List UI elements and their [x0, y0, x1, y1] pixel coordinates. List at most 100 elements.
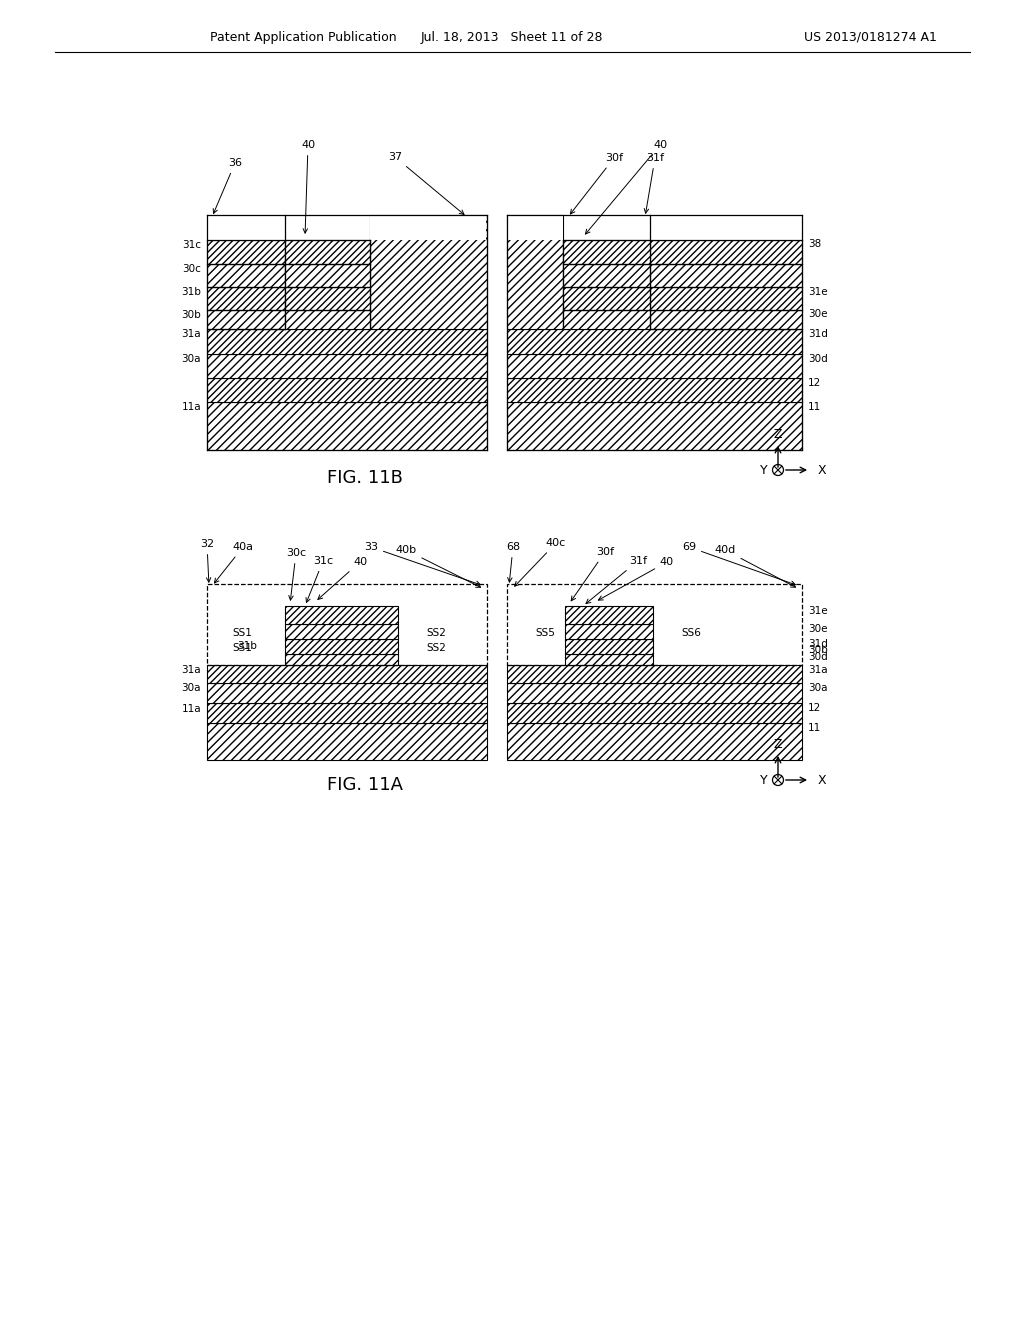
Text: 30f: 30f — [571, 546, 614, 601]
Bar — [285, 653, 398, 665]
Bar — [507, 215, 563, 240]
Text: 11: 11 — [808, 723, 821, 733]
Text: 30d: 30d — [808, 652, 827, 663]
Text: 31a: 31a — [808, 665, 827, 675]
Text: 30b: 30b — [808, 645, 827, 655]
Bar — [370, 215, 486, 240]
Bar — [207, 583, 487, 665]
Text: 30c: 30c — [286, 548, 306, 601]
Text: 40b: 40b — [395, 545, 480, 587]
Text: 30b: 30b — [181, 310, 201, 319]
Text: 37: 37 — [388, 152, 464, 215]
Text: 30a: 30a — [181, 354, 201, 364]
Text: SS6: SS6 — [681, 628, 701, 638]
Bar — [207, 354, 487, 378]
Text: 31b: 31b — [237, 642, 257, 651]
Text: 11: 11 — [808, 403, 821, 412]
Text: 30f: 30f — [570, 153, 623, 214]
Bar — [285, 264, 370, 286]
Text: 30e: 30e — [808, 624, 827, 634]
Text: 68: 68 — [506, 543, 520, 582]
Bar — [563, 286, 650, 310]
Text: 30a: 30a — [808, 682, 827, 693]
Text: SS5: SS5 — [536, 628, 555, 638]
Text: 40: 40 — [586, 140, 667, 234]
Bar — [507, 682, 802, 704]
Bar — [285, 624, 398, 639]
Text: 31c: 31c — [306, 556, 333, 602]
Text: Y: Y — [761, 774, 768, 787]
Text: X: X — [818, 463, 826, 477]
Text: 31f: 31f — [644, 153, 664, 214]
Bar — [285, 606, 398, 624]
Text: FIG. 11A: FIG. 11A — [327, 776, 403, 795]
Bar — [507, 665, 802, 682]
Text: US 2013/0181274 A1: US 2013/0181274 A1 — [804, 30, 936, 44]
Text: 40: 40 — [317, 557, 367, 599]
Bar — [507, 378, 802, 403]
Text: X: X — [818, 774, 826, 787]
Bar — [565, 639, 653, 653]
Bar — [563, 264, 650, 286]
Text: FIG. 11B: FIG. 11B — [327, 469, 402, 487]
Text: SS2: SS2 — [426, 628, 445, 638]
Text: Y: Y — [761, 463, 768, 477]
Text: 40: 40 — [301, 140, 315, 234]
Text: Jul. 18, 2013   Sheet 11 of 28: Jul. 18, 2013 Sheet 11 of 28 — [421, 30, 603, 44]
Text: Patent Application Publication: Patent Application Publication — [210, 30, 396, 44]
Text: 31e: 31e — [808, 286, 827, 297]
Bar — [207, 682, 487, 704]
Bar — [563, 240, 650, 264]
Bar — [507, 215, 563, 329]
Text: 31f: 31f — [586, 556, 647, 603]
Text: 12: 12 — [808, 378, 821, 388]
Bar — [207, 286, 285, 310]
Text: 40d: 40d — [715, 545, 796, 587]
Bar — [207, 704, 487, 723]
Bar — [207, 403, 487, 450]
Bar — [507, 704, 802, 723]
Text: Z: Z — [774, 429, 782, 441]
Text: 11a: 11a — [181, 403, 201, 412]
Text: 40: 40 — [598, 557, 674, 601]
Text: SS1: SS1 — [232, 628, 252, 638]
Bar — [370, 215, 487, 329]
Text: 36: 36 — [213, 158, 242, 214]
Bar — [207, 723, 487, 760]
Text: 31d: 31d — [808, 639, 827, 649]
Bar — [207, 378, 487, 403]
Text: 30a: 30a — [181, 682, 201, 693]
Bar — [650, 264, 802, 286]
Bar — [507, 329, 802, 354]
Bar — [650, 310, 802, 329]
Bar — [207, 310, 285, 329]
Bar — [207, 665, 487, 682]
Text: 31e: 31e — [808, 606, 827, 616]
Bar — [563, 310, 650, 329]
Bar — [507, 403, 802, 450]
Text: 30e: 30e — [808, 309, 827, 319]
Bar — [207, 215, 285, 240]
Bar — [565, 606, 653, 624]
Text: 31c: 31c — [182, 240, 201, 249]
Bar — [650, 215, 802, 240]
Bar — [207, 240, 285, 264]
Bar — [285, 639, 398, 653]
Text: 31d: 31d — [808, 329, 827, 339]
Text: 31a: 31a — [181, 329, 201, 339]
Text: Z: Z — [774, 738, 782, 751]
Bar — [650, 286, 802, 310]
Bar — [650, 240, 802, 264]
Text: 31a: 31a — [181, 665, 201, 675]
Bar — [507, 354, 802, 378]
Bar — [285, 286, 370, 310]
Bar — [507, 583, 802, 665]
Text: 31b: 31b — [181, 286, 201, 297]
Text: 33: 33 — [364, 543, 480, 585]
Bar — [285, 240, 370, 264]
Bar — [565, 653, 653, 665]
Text: SS1: SS1 — [232, 643, 252, 653]
Text: 40a: 40a — [214, 543, 254, 583]
Bar — [285, 310, 370, 329]
Text: 38: 38 — [808, 239, 821, 249]
